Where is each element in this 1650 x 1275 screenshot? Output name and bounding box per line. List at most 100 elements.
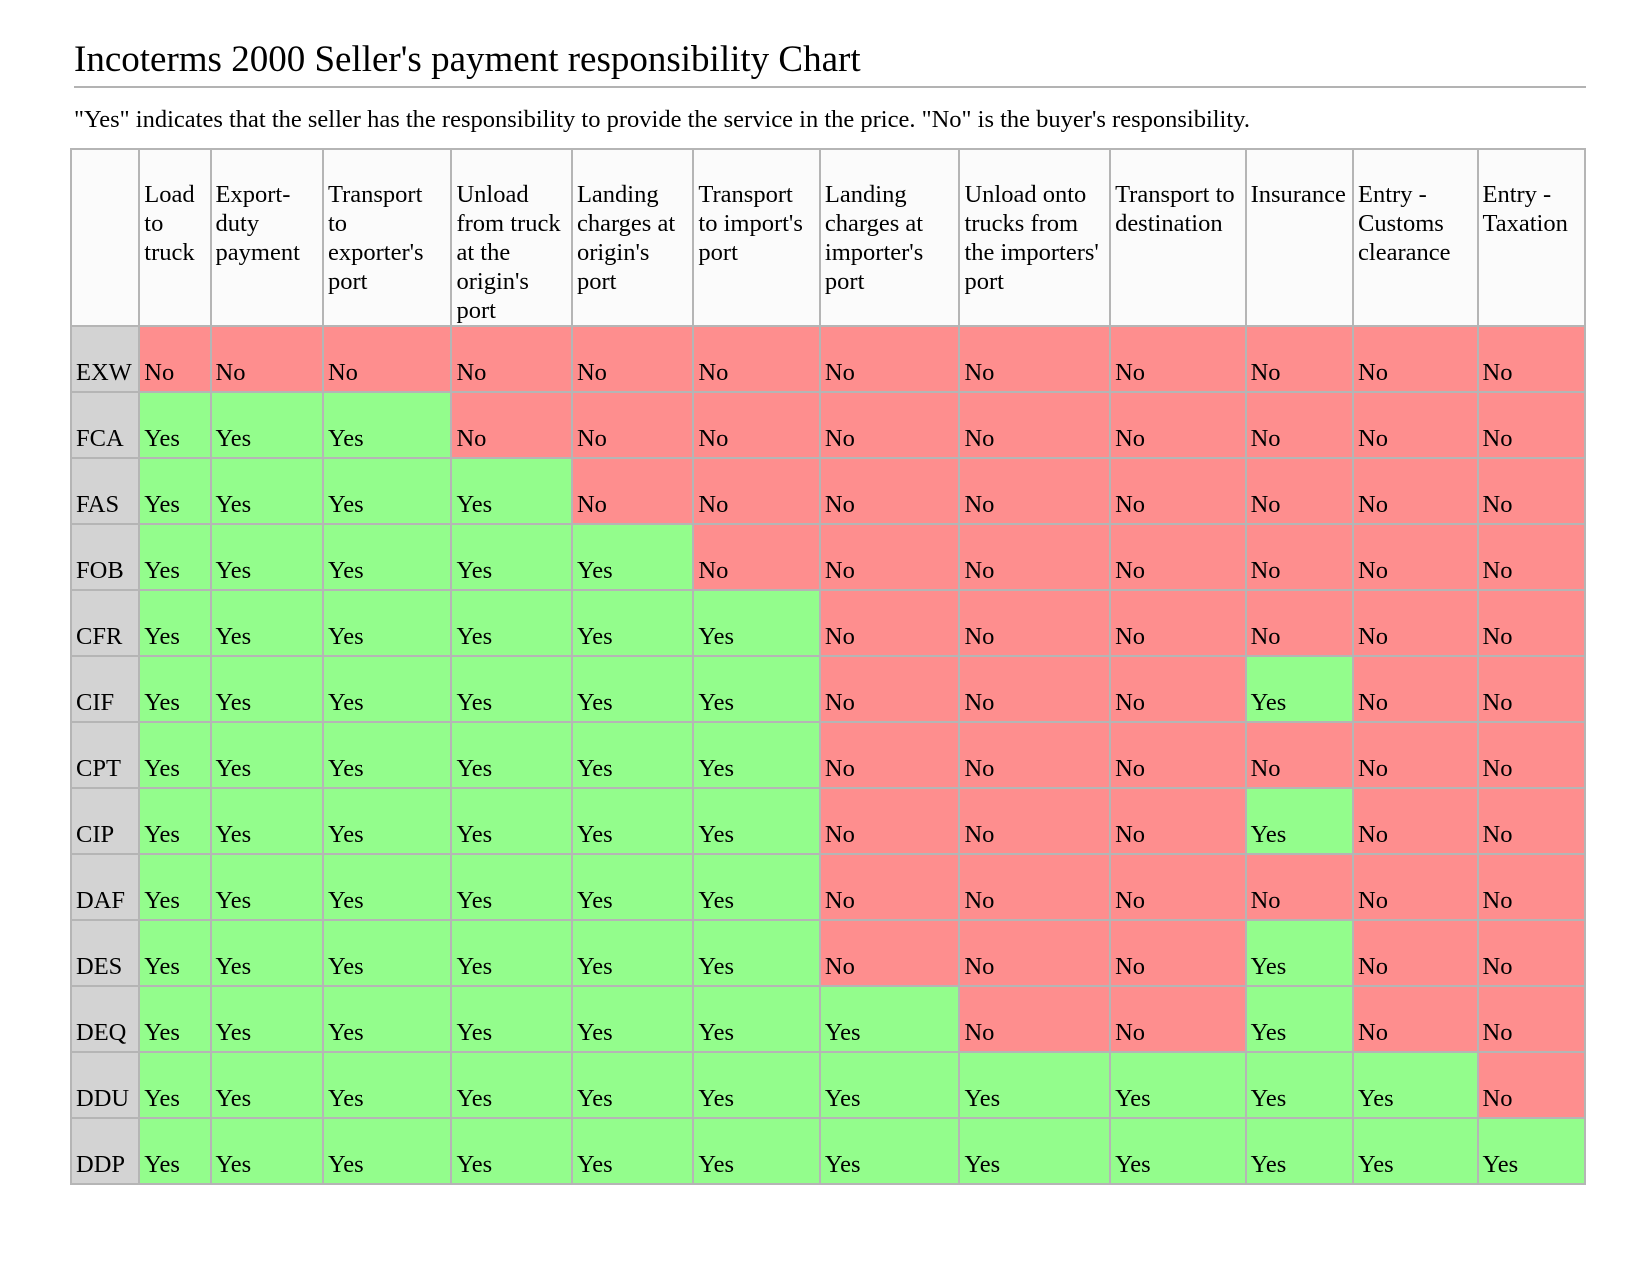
- table-cell: No: [1244, 523, 1355, 591]
- table-cell: No: [1352, 853, 1479, 921]
- table-cell: No: [1476, 919, 1586, 987]
- table-cell: No: [1244, 589, 1355, 657]
- row-header-term: DDU: [69, 1051, 141, 1119]
- table-cell: Yes: [450, 853, 573, 921]
- table-cell: Yes: [321, 721, 453, 789]
- table-cell: No: [818, 787, 961, 855]
- table-cell: Yes: [209, 589, 324, 657]
- table-cell: Yes: [1244, 985, 1355, 1053]
- header-row: Load to truck Export-duty payment Transp…: [69, 148, 1586, 327]
- table-cell: No: [1109, 589, 1247, 657]
- table-cell: No: [450, 325, 573, 393]
- table-cell: Yes: [450, 721, 573, 789]
- row-header-term: CIF: [69, 655, 141, 723]
- table-cell: Yes: [209, 391, 324, 459]
- column-header: Landing charges at origin's port: [570, 148, 695, 327]
- table-cell: Yes: [1109, 1051, 1247, 1119]
- table-cell: No: [1352, 655, 1479, 723]
- table-cell: No: [1109, 391, 1247, 459]
- table-cell: Yes: [450, 919, 573, 987]
- table-cell: No: [958, 655, 1112, 723]
- table-cell: Yes: [1244, 1051, 1355, 1119]
- table-cell: No: [1476, 325, 1586, 393]
- table-row: CIP Yes Yes Yes Yes Yes Yes No No No Yes No No: [69, 787, 1586, 855]
- table-cell: Yes: [209, 721, 324, 789]
- table-cell: No: [818, 523, 961, 591]
- table-cell: No: [1352, 325, 1479, 393]
- table-row: CIF Yes Yes Yes Yes Yes Yes No No No Yes No No: [69, 655, 1586, 723]
- table-cell: No: [958, 985, 1112, 1053]
- table-cell: Yes: [692, 1051, 821, 1119]
- table-cell: No: [1244, 325, 1355, 393]
- table-cell: Yes: [138, 1051, 212, 1119]
- table-cell: Yes: [570, 721, 695, 789]
- table-cell: No: [209, 325, 324, 393]
- table-cell: Yes: [570, 1051, 695, 1119]
- table-cell: Yes: [818, 1117, 961, 1185]
- table-cell: No: [1352, 985, 1479, 1053]
- table-cell: Yes: [570, 787, 695, 855]
- row-header-term: FOB: [69, 523, 141, 591]
- table-cell: No: [818, 655, 961, 723]
- table-cell: Yes: [450, 787, 573, 855]
- table-cell: Yes: [321, 523, 453, 591]
- table-cell: Yes: [450, 589, 573, 657]
- table-cell: Yes: [209, 985, 324, 1053]
- table-cell: Yes: [692, 589, 821, 657]
- table-cell: No: [1109, 853, 1247, 921]
- table-cell: No: [1109, 919, 1247, 987]
- row-header-term: CFR: [69, 589, 141, 657]
- table-cell: Yes: [209, 919, 324, 987]
- table-cell: Yes: [321, 787, 453, 855]
- table-cell: No: [1352, 721, 1479, 789]
- table-cell: Yes: [138, 391, 212, 459]
- table-cell: No: [1352, 391, 1479, 459]
- table-cell: Yes: [958, 1117, 1112, 1185]
- column-header: Load to truck: [138, 148, 212, 327]
- table-cell: No: [958, 853, 1112, 921]
- table-row: CPT Yes Yes Yes Yes Yes Yes No No No No No No: [69, 721, 1586, 789]
- table-cell: No: [1476, 589, 1586, 657]
- row-header-term: FAS: [69, 457, 141, 525]
- table-cell: Yes: [818, 985, 961, 1053]
- table-cell: No: [1352, 523, 1479, 591]
- table-cell: Yes: [1244, 1117, 1355, 1185]
- table-cell: Yes: [138, 1117, 212, 1185]
- table-cell: No: [692, 391, 821, 459]
- table-cell: Yes: [138, 787, 212, 855]
- table-cell: No: [570, 391, 695, 459]
- table-cell: No: [692, 325, 821, 393]
- table-cell: Yes: [450, 655, 573, 723]
- table-cell: Yes: [570, 589, 695, 657]
- table-cell: Yes: [138, 919, 212, 987]
- column-header: Unload onto trucks from the importers' p…: [958, 148, 1112, 327]
- table-cell: Yes: [450, 523, 573, 591]
- table-cell: No: [692, 523, 821, 591]
- column-header: Transport to exporter's port: [321, 148, 453, 327]
- table-cell: Yes: [138, 853, 212, 921]
- table-cell: Yes: [692, 919, 821, 987]
- table-cell: No: [692, 457, 821, 525]
- table-cell: No: [818, 391, 961, 459]
- row-header-term: CPT: [69, 721, 141, 789]
- table-cell: Yes: [209, 655, 324, 723]
- column-header: Export-duty payment: [209, 148, 324, 327]
- row-header-term: DAF: [69, 853, 141, 921]
- table-cell: No: [958, 589, 1112, 657]
- table-cell: No: [1476, 985, 1586, 1053]
- table-cell: No: [1476, 391, 1586, 459]
- table-cell: Yes: [138, 721, 212, 789]
- table-cell: No: [570, 325, 695, 393]
- table-cell: Yes: [570, 985, 695, 1053]
- table-cell: No: [1109, 985, 1247, 1053]
- table-cell: Yes: [138, 457, 212, 525]
- table-cell: No: [1352, 787, 1479, 855]
- column-header: Unload from truck at the origin's port: [450, 148, 573, 327]
- row-header-term: CIP: [69, 787, 141, 855]
- table-cell: Yes: [321, 919, 453, 987]
- table-cell: No: [818, 589, 961, 657]
- table-row: DEQ Yes Yes Yes Yes Yes Yes Yes No No Yes No No: [69, 985, 1586, 1053]
- row-header-term: FCA: [69, 391, 141, 459]
- table-cell: Yes: [138, 985, 212, 1053]
- column-header: Transport to destination: [1109, 148, 1247, 327]
